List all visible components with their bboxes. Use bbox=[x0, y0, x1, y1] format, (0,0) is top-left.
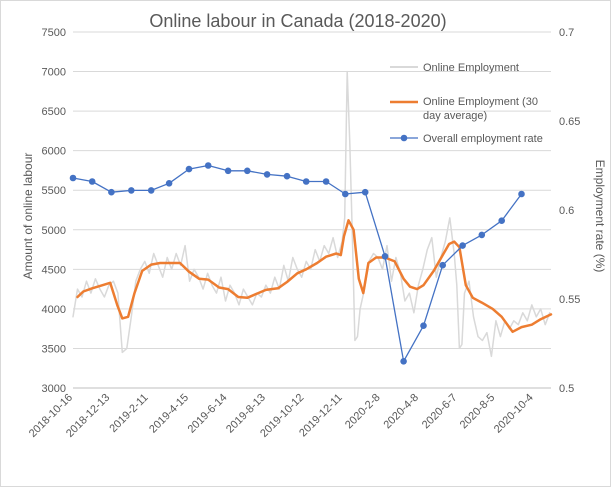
employment-rate-point bbox=[400, 358, 407, 365]
y-axis-left: 3000 3500 4000 4500 5000 5500 6000 6500 7000 7500 bbox=[42, 27, 66, 395]
employment-rate-point bbox=[128, 187, 135, 194]
employment-rate-point bbox=[263, 171, 271, 178]
x-tick-label: 2020-6-7 bbox=[420, 392, 460, 432]
legend-marker-overall-employment-rate bbox=[400, 134, 408, 142]
y2-tick-label: 0.65 bbox=[559, 116, 580, 128]
y-axis-label: Amount of online labour bbox=[21, 153, 35, 280]
y2-tick-label: 0.6 bbox=[559, 205, 574, 217]
plot-series bbox=[69, 70, 553, 365]
employment-rate-point bbox=[69, 174, 77, 182]
employment-rate-point bbox=[420, 322, 427, 330]
y-tick-label: 5000 bbox=[42, 225, 66, 237]
x-tick-label: 2019-4-15 bbox=[147, 392, 191, 436]
employment-rate-point bbox=[165, 180, 173, 187]
y-tick-label: 3000 bbox=[42, 383, 66, 395]
chart-title: Online labour in Canada (2018-2020) bbox=[149, 11, 446, 31]
employment-rate-point bbox=[322, 178, 330, 185]
employment-rate-point bbox=[244, 167, 251, 175]
y-axis-right: 0.5 0.55 0.6 0.65 0.7 bbox=[559, 27, 580, 395]
employment-rate-point bbox=[302, 178, 310, 185]
legend-label-overall-employment-rate: Overall employment rate bbox=[423, 133, 543, 145]
x-tick-label: 2019-2-11 bbox=[107, 392, 150, 435]
gridlines bbox=[73, 31, 551, 389]
employment-rate-point bbox=[204, 162, 212, 169]
y-tick-label: 6500 bbox=[42, 106, 66, 118]
y2-tick-label: 0.5 bbox=[559, 383, 574, 395]
legend-label-online-employment: Online Employment bbox=[423, 62, 519, 74]
x-tick-label: 2020-4-8 bbox=[381, 392, 421, 432]
series-line-overall-employment-rate bbox=[72, 164, 523, 362]
employment-rate-point bbox=[439, 261, 447, 269]
x-tick-label: 2020-10-4 bbox=[492, 392, 536, 436]
y2-tick-label: 0.55 bbox=[559, 294, 580, 306]
y2-axis-label: Employment rate (%) bbox=[593, 160, 607, 273]
employment-rate-point bbox=[224, 167, 232, 175]
legend-item-online-employment: Online Employment bbox=[390, 62, 519, 74]
x-tick-label: 2020-2-8 bbox=[343, 392, 383, 432]
legend-label-30-day-average: Online Employment (30 day average) bbox=[423, 96, 538, 122]
y-tick-label: 6000 bbox=[42, 146, 66, 158]
employment-rate-point bbox=[498, 217, 506, 224]
employment-rate-point bbox=[283, 172, 291, 180]
chart-legend: Online Employment Online Employment (30 d… bbox=[390, 62, 543, 145]
y-tick-label: 4500 bbox=[42, 264, 66, 276]
y-tick-label: 4000 bbox=[42, 304, 66, 316]
employment-rate-point bbox=[459, 242, 466, 249]
y-tick-label: 3500 bbox=[42, 343, 66, 355]
series-line-30-day-average bbox=[76, 219, 553, 334]
employment-rate-point bbox=[518, 190, 525, 198]
employment-rate-point bbox=[185, 165, 193, 173]
y-tick-label: 7000 bbox=[42, 67, 66, 79]
legend-item-overall-employment-rate: Overall employment rate bbox=[390, 133, 543, 145]
x-axis: 2018-10-162018-12-132019-2-112019-4-1520… bbox=[27, 387, 551, 440]
employment-rate-point bbox=[381, 253, 389, 260]
legend-item-30-day-average: Online Employment (30 day average) bbox=[390, 96, 538, 122]
x-tick-label: 2020-8-5 bbox=[458, 392, 498, 432]
employment-rate-point bbox=[147, 187, 155, 194]
y-tick-label: 5500 bbox=[42, 185, 66, 197]
employment-rate-point bbox=[478, 231, 486, 239]
employment-rate-point bbox=[361, 188, 369, 196]
y-tick-label: 7500 bbox=[42, 27, 66, 39]
employment-rate-point bbox=[88, 178, 96, 185]
employment-rate-point bbox=[108, 188, 115, 196]
employment-rate-point bbox=[342, 190, 349, 198]
y2-tick-label: 0.7 bbox=[559, 27, 574, 39]
x-tick-label: 2019-6-14 bbox=[186, 392, 230, 436]
